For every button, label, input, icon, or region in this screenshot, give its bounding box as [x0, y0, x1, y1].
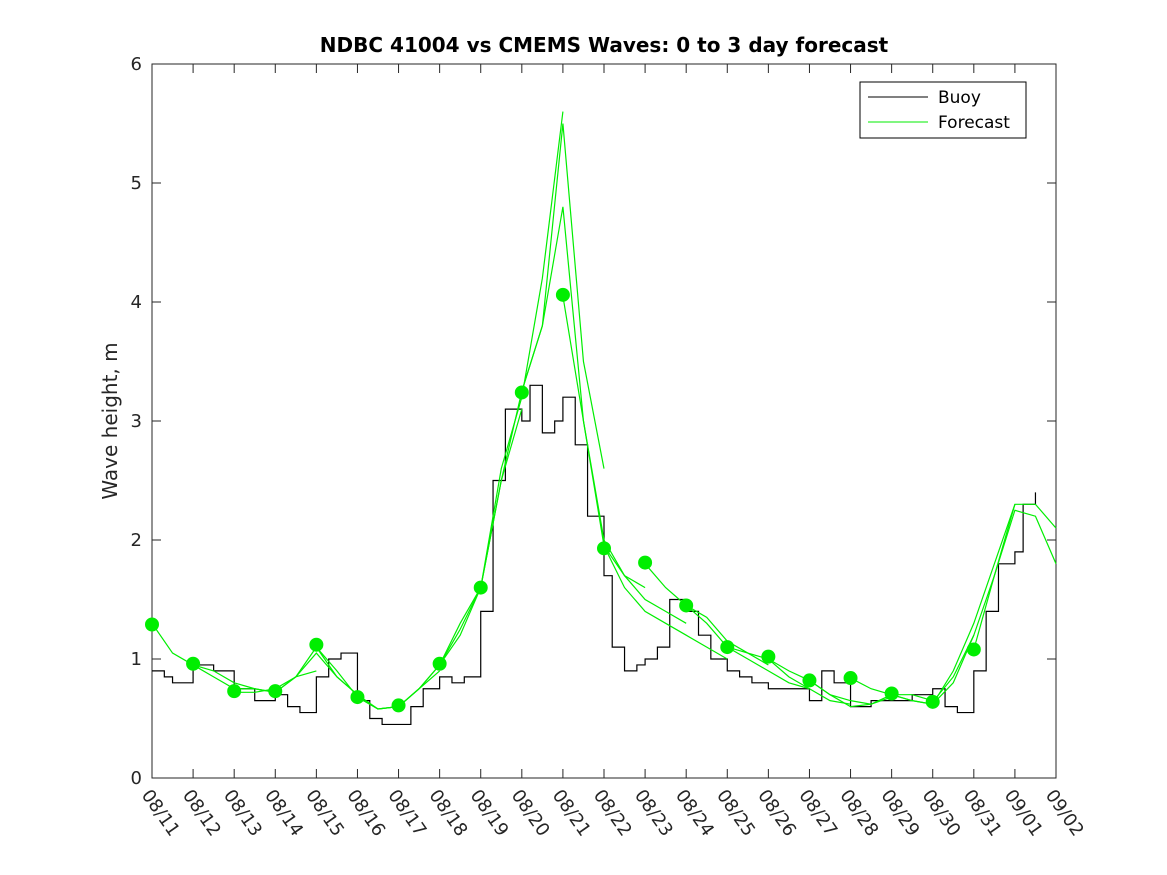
forecast-line — [562, 295, 687, 624]
y-tick-label: 4 — [131, 292, 142, 313]
forecast-point — [350, 690, 365, 705]
forecast-point — [679, 598, 694, 613]
plot-area: 012345608/1108/1208/1308/1408/1508/1608/… — [131, 54, 1088, 840]
forecast-point — [309, 637, 324, 652]
chart-title: NDBC 41004 vs CMEMS Waves: 0 to 3 day fo… — [320, 33, 889, 57]
forecast-point — [227, 684, 242, 699]
forecast-point — [514, 385, 529, 400]
forecast-point — [925, 694, 940, 709]
y-tick-label: 6 — [131, 54, 142, 75]
forecast-point — [268, 684, 283, 699]
forecast-point — [555, 287, 570, 302]
forecast-point — [638, 555, 653, 570]
forecast-point — [432, 656, 447, 671]
forecast-point — [761, 649, 776, 664]
legend: Buoy Forecast — [859, 81, 1027, 139]
forecast-point — [145, 617, 159, 632]
legend-buoy-label: Buoy — [938, 88, 981, 108]
forecast-point — [597, 541, 611, 556]
buoy-line — [152, 384, 1037, 726]
forecast-line — [727, 646, 851, 705]
forecast-point — [802, 673, 817, 688]
y-tick-label: 0 — [131, 768, 142, 789]
y-tick-label: 5 — [131, 173, 142, 194]
forecast-point — [473, 580, 488, 595]
y-tick-label: 1 — [131, 649, 142, 670]
legend-forecast-label: Forecast — [938, 113, 1010, 133]
forecast-point — [391, 698, 406, 713]
forecast-point — [720, 640, 735, 655]
forecast-point — [966, 642, 981, 657]
y-axis-label: Wave height, m — [98, 342, 122, 499]
forecast-line — [439, 111, 564, 666]
axes-box — [151, 63, 1057, 779]
forecast-line — [809, 679, 933, 705]
forecast-line — [685, 604, 810, 690]
forecast-point — [186, 656, 201, 671]
forecast-point — [843, 671, 858, 686]
y-tick-label: 2 — [131, 530, 142, 551]
legend-box — [859, 81, 1027, 139]
forecast-point — [884, 686, 899, 701]
forecast-line — [891, 504, 1016, 705]
forecast-line — [603, 545, 728, 660]
y-tick-label: 3 — [131, 411, 142, 432]
forecast-line — [973, 503, 1057, 650]
